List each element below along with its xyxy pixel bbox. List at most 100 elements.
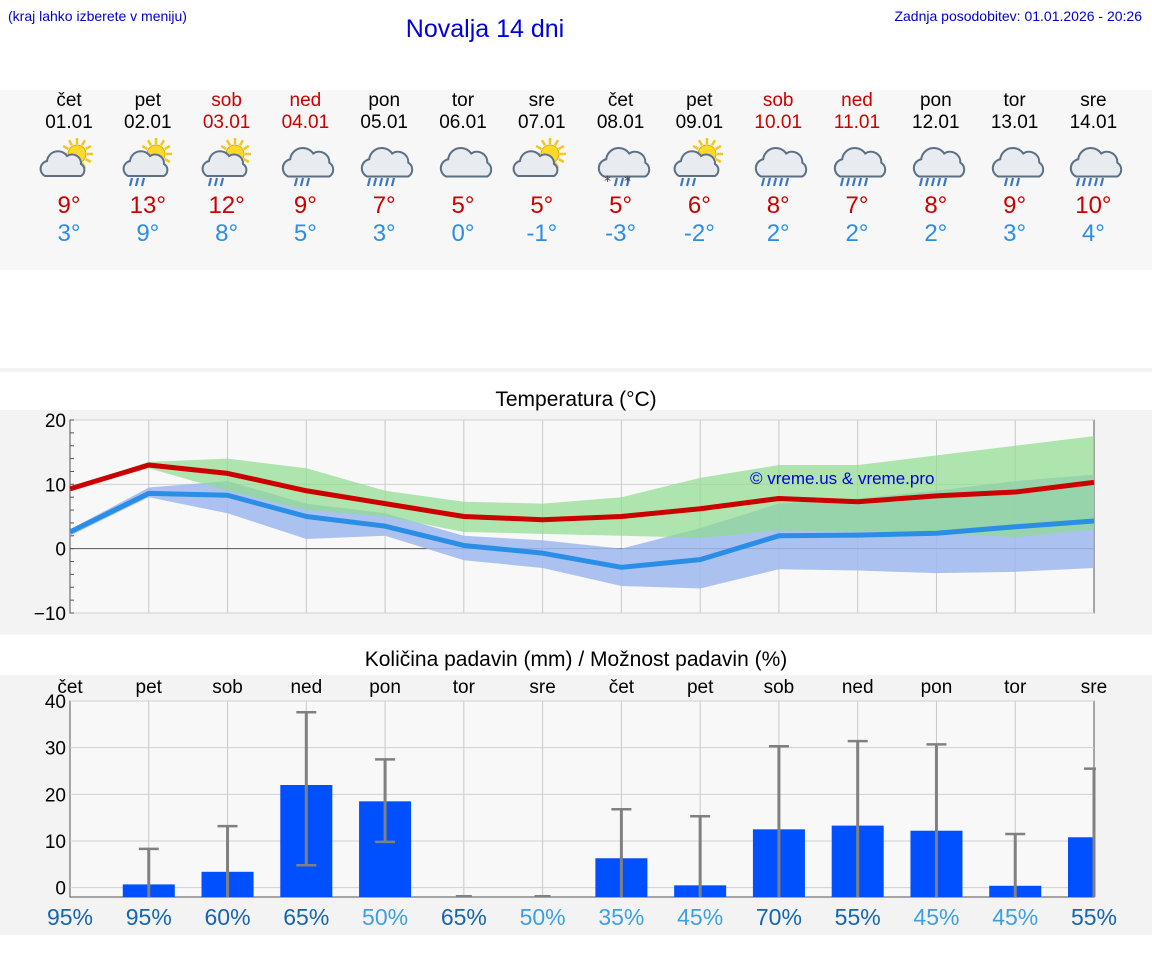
day-name: čet	[607, 90, 634, 111]
precipitation-probability: 45%	[992, 904, 1039, 930]
x-category-label: čet	[57, 677, 83, 698]
day-column: pon 05.01 7° 3°	[345, 90, 423, 248]
day-column: čet 01.01 9° 3°	[30, 90, 108, 248]
precipitation-chart-title: Količina padavin (mm) / Možnost padavin …	[364, 648, 788, 671]
day-name: pon	[368, 90, 401, 111]
day-date: 11.01	[833, 112, 881, 133]
y-tick-label: 10	[45, 832, 66, 853]
day-name: pet	[686, 90, 713, 111]
min-temperature: 3°	[372, 220, 396, 247]
day-name: ned	[289, 90, 322, 111]
precipitation-probability: 45%	[913, 904, 960, 930]
cloud-sleet-icon: * *	[597, 147, 650, 190]
max-temperature: 9°	[293, 192, 317, 219]
max-temperature: 7°	[372, 192, 396, 219]
svg-text:*: *	[604, 174, 611, 190]
day-column: ned 11.01 7° 2°	[818, 90, 896, 248]
day-date: 08.01	[596, 112, 645, 133]
precipitation-probability: 50%	[362, 904, 409, 930]
partly-cloudy-sun-icon	[512, 138, 566, 177]
day-column: sob 03.01 12° 8°	[188, 90, 266, 248]
temperature-chart-title: Temperatura (°C)	[495, 388, 657, 411]
x-category-label: tor	[453, 677, 476, 698]
y-tick-label: 20	[45, 785, 66, 806]
precipitation-probability: 35%	[598, 904, 645, 930]
min-temp-line	[68, 490, 1095, 570]
cloud-icon	[439, 147, 493, 178]
x-category-label: pet	[136, 677, 163, 698]
max-temperature: 9°	[57, 192, 81, 219]
precipitation-probability: 65%	[283, 904, 330, 930]
page-title: Novalja 14 dni	[405, 15, 565, 43]
day-column: sre 07.01 5° -1°	[503, 90, 581, 248]
day-name: tor	[451, 90, 475, 111]
precipitation-bar	[1068, 837, 1094, 897]
min-temperature: 5°	[293, 220, 317, 247]
precipitation-probability: 95%	[125, 904, 172, 930]
day-date: 10.01	[754, 112, 802, 133]
cloud-heavy-rain-icon	[361, 147, 414, 187]
min-temperature: 3°	[1003, 220, 1027, 247]
day-date: 06.01	[439, 112, 487, 133]
cloud-heavy-rain-icon	[912, 147, 965, 187]
divider	[0, 368, 1152, 372]
max-temperature: 9°	[1003, 192, 1027, 219]
x-category-label: sre	[1081, 677, 1107, 698]
max-temperature: 8°	[924, 192, 948, 219]
precipitation-probability: 55%	[1070, 904, 1118, 930]
day-date: 03.01	[202, 112, 251, 133]
watermark-text: © vreme.us & vreme.pro	[750, 469, 934, 488]
min-temperature: 3°	[57, 220, 81, 247]
x-category-label: sob	[212, 677, 243, 698]
max-temperature: 13°	[129, 192, 166, 219]
day-column: sob 10.01 8° 2°	[739, 90, 817, 248]
day-date: 09.01	[675, 112, 724, 133]
day-date: 07.01	[518, 112, 566, 133]
min-temperature: 0°	[451, 220, 475, 247]
y-tick-label: 20	[45, 411, 66, 432]
x-category-label: pet	[687, 677, 714, 698]
precipitation-probability: 65%	[440, 904, 487, 930]
day-column: ned 04.01 9° 5°	[266, 90, 344, 248]
day-date: 13.01	[990, 112, 1039, 133]
cloud-rain-icon	[282, 147, 335, 187]
max-temperature: 12°	[208, 192, 245, 219]
precipitation-probability: 70%	[755, 904, 802, 930]
y-tick-label: 0	[55, 540, 66, 561]
location-menu-note: (kraj lahko izberete v meniju)	[8, 8, 187, 24]
max-temperature: 8°	[766, 192, 790, 219]
y-tick-label: −10	[34, 604, 66, 625]
min-temperature: 4°	[1081, 220, 1105, 247]
max-temperature: 5°	[451, 192, 475, 219]
cloud-heavy-rain-icon	[755, 147, 808, 187]
min-temperature: 2°	[766, 220, 790, 247]
max-temp-line	[69, 462, 1095, 523]
min-temperature: -2°	[683, 220, 715, 247]
sun-cloud-rain-icon	[673, 138, 724, 187]
min-temperature: 2°	[924, 220, 948, 247]
precipitation-probability: 60%	[204, 904, 251, 930]
partly-cloudy-sun-icon	[39, 138, 93, 177]
day-column: pet 09.01 6° -2°	[660, 90, 738, 248]
x-category-label: ned	[290, 677, 322, 698]
day-column: tor 06.01 5° 0°	[424, 90, 502, 248]
precipitation-probability: 55%	[834, 904, 881, 930]
x-category-label: pon	[921, 677, 953, 698]
temperature-chart: 20 10 0 −10 © vreme.us & vreme.pro	[34, 411, 1095, 625]
day-column: tor 13.01 9° 3°	[976, 90, 1054, 248]
day-name: sre	[528, 90, 555, 111]
x-category-label: čet	[609, 677, 635, 698]
last-update-timestamp: Zadnja posodobitev: 01.01.2026 - 20:26	[894, 8, 1142, 24]
y-tick-label: 0	[55, 879, 66, 900]
max-temp-range-band	[70, 436, 1094, 538]
min-temperature: 2°	[845, 220, 869, 247]
min-temperature: -3°	[605, 220, 637, 247]
day-date: 05.01	[360, 112, 408, 133]
day-date: 01.01	[45, 112, 93, 133]
day-column: sre 14.01 10° 4°	[1054, 90, 1132, 248]
day-name: tor	[1003, 90, 1026, 111]
precipitation-chart: 40 30 20 10 0 čet pet sob ned pon tor sre čet pet sob n…	[45, 677, 1107, 900]
x-category-label: pon	[369, 677, 401, 698]
x-category-label: sre	[529, 677, 555, 698]
cloud-heavy-rain-icon	[1070, 147, 1123, 187]
